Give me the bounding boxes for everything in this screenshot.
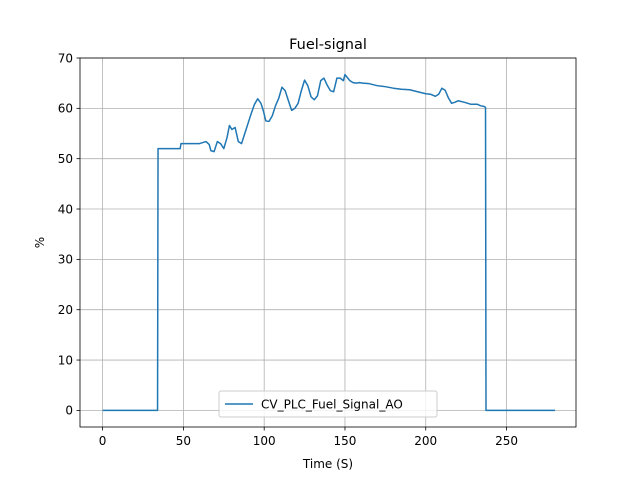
legend: CV_PLC_Fuel_Signal_AO [218,390,438,418]
x-axis-ticks: 0 50 100 150 200 250 [99,427,518,448]
plot-area-frame [79,57,577,428]
x-axis-label: Time (S) [302,457,353,471]
y-axis-ticks: 0 10 20 30 40 50 60 70 [58,51,80,418]
legend-label: CV_PLC_Fuel_Signal_AO [261,397,403,411]
y-tick-label: 30 [58,253,73,267]
y-tick-label: 60 [58,102,73,116]
x-tick-label: 150 [334,434,357,448]
y-tick-label: 20 [58,303,73,317]
x-tick-label: 200 [414,434,437,448]
y-tick-label: 10 [58,353,73,367]
legend-box [218,390,438,418]
y-tick-label: 40 [58,202,73,216]
y-tick-label: 50 [58,152,73,166]
y-tick-label: 0 [65,404,73,418]
x-tick-label: 50 [176,434,191,448]
y-axis-label: % [33,237,47,248]
x-tick-label: 100 [253,434,276,448]
series-line [102,73,555,412]
x-tick-label: 0 [99,434,107,448]
x-tick-label: 250 [495,434,518,448]
y-tick-label: 70 [58,51,73,65]
chart-title: Fuel-signal [289,37,367,53]
series-lines [102,73,555,412]
